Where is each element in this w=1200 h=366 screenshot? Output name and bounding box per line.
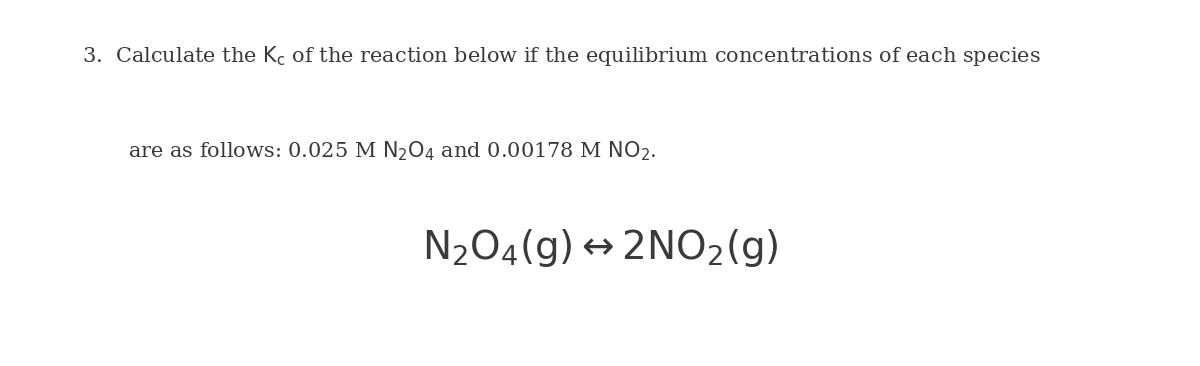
- Text: 3.  Calculate the $\mathrm{K_c}$ of the reaction below if the equilibrium concen: 3. Calculate the $\mathrm{K_c}$ of the r…: [82, 44, 1040, 68]
- Text: are as follows: 0.025 M $\mathrm{N_2O_4}$ and 0.00178 M $\mathrm{NO_2}$.: are as follows: 0.025 M $\mathrm{N_2O_4}…: [128, 139, 658, 163]
- Text: $\mathrm{N_2O_4(g) \leftrightarrow 2NO_2(g)}$: $\mathrm{N_2O_4(g) \leftrightarrow 2NO_2…: [421, 227, 779, 269]
